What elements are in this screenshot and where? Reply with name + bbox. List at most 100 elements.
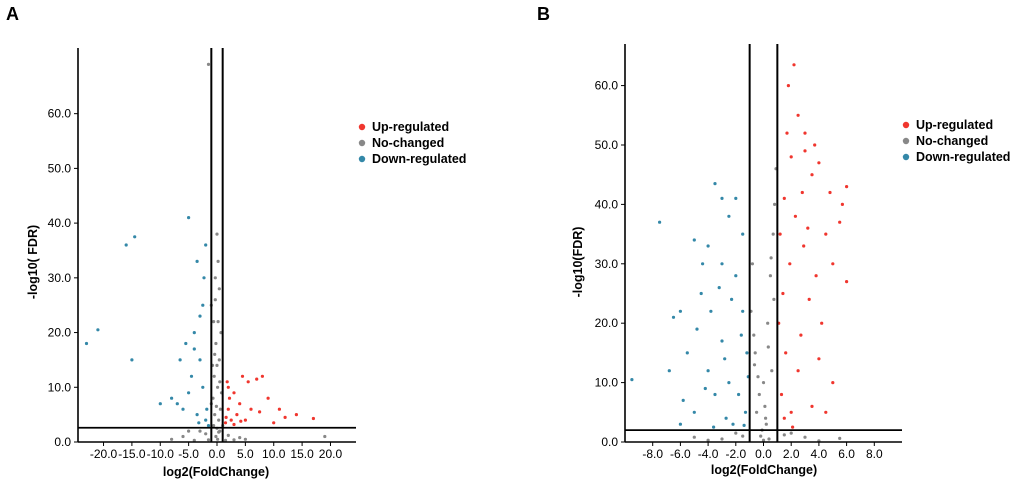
point-a-down-regulated-26 bbox=[197, 421, 201, 425]
point-b-no-changed-26 bbox=[756, 375, 760, 379]
legend-a-down-marker bbox=[358, 155, 366, 163]
point-a-down-regulated-3 bbox=[133, 235, 137, 239]
point-a-no-changed-43 bbox=[218, 380, 222, 384]
legend-a-up-marker bbox=[358, 123, 366, 131]
point-a-up-regulated-20 bbox=[283, 415, 287, 419]
point-a-up-regulated-12 bbox=[235, 413, 239, 417]
point-a-up-regulated-8 bbox=[294, 413, 298, 417]
point-b-up-regulated-30 bbox=[828, 190, 832, 195]
point-a-down-regulated-27 bbox=[178, 358, 182, 362]
point-a-up-regulated-2 bbox=[260, 374, 264, 378]
point-b-down-regulated-24 bbox=[731, 422, 735, 426]
point-a-up-regulated-4 bbox=[232, 391, 236, 395]
point-b-down-regulated-9 bbox=[671, 315, 676, 319]
plot-a-y-tick-label-1: 10.0 bbox=[48, 380, 72, 394]
point-a-up-regulated-24 bbox=[239, 419, 243, 423]
legend-b-none-label: No-changed bbox=[916, 134, 988, 148]
point-b-down-regulated-19 bbox=[630, 378, 634, 382]
point-b-down-regulated-33 bbox=[681, 398, 685, 402]
plot-a-axes bbox=[77, 48, 356, 443]
point-b-no-changed-22 bbox=[761, 438, 766, 442]
point-a-up-regulated-0 bbox=[240, 374, 245, 378]
point-b-down-regulated-8 bbox=[678, 309, 683, 313]
point-b-up-regulated-29 bbox=[779, 392, 784, 397]
point-a-down-regulated-24 bbox=[192, 347, 196, 351]
point-b-no-changed-33 bbox=[752, 363, 757, 367]
point-b-up-regulated-4 bbox=[817, 161, 821, 165]
plot-b-y-tick-label-6: 60.0 bbox=[595, 79, 619, 93]
point-b-no-changed-4 bbox=[771, 232, 775, 236]
point-b-up-regulated-22 bbox=[820, 321, 824, 325]
point-a-up-regulated-18 bbox=[243, 418, 247, 422]
point-b-no-changed-2 bbox=[766, 321, 770, 325]
point-a-up-regulated-17 bbox=[224, 415, 228, 419]
plot-a-x-tick-label-3: -5.0 bbox=[178, 447, 199, 461]
point-a-no-changed-10 bbox=[213, 413, 217, 417]
point-a-no-changed-37 bbox=[215, 363, 219, 367]
legend-b-down-marker bbox=[902, 153, 910, 161]
point-a-no-changed-42 bbox=[214, 404, 218, 408]
point-b-up-regulated-35 bbox=[799, 333, 803, 337]
point-b-no-changed-31 bbox=[838, 436, 842, 440]
point-b-down-regulated-20 bbox=[706, 369, 710, 373]
plot-b-y-axis-title: -log10(FDR) bbox=[571, 227, 585, 298]
point-a-up-regulated-16 bbox=[232, 422, 236, 427]
point-b-down-regulated-1 bbox=[720, 196, 724, 200]
legend-a-down-label: Down-regulated bbox=[372, 152, 466, 166]
point-b-no-changed-25 bbox=[763, 404, 767, 408]
point-b-up-regulated-38 bbox=[791, 425, 795, 429]
point-b-no-changed-5 bbox=[752, 333, 756, 337]
point-a-up-regulated-19 bbox=[258, 410, 262, 414]
point-b-down-regulated-4 bbox=[741, 232, 745, 236]
point-b-down-regulated-16 bbox=[713, 392, 717, 397]
point-b-up-regulated-32 bbox=[802, 244, 806, 248]
point-a-no-changed-38 bbox=[217, 287, 221, 291]
point-b-up-regulated-15 bbox=[831, 262, 835, 266]
legend-a-none-label: No-changed bbox=[372, 136, 444, 150]
point-b-up-regulated-12 bbox=[782, 196, 786, 200]
point-b-no-changed-8 bbox=[750, 262, 755, 266]
point-a-down-regulated-2 bbox=[124, 243, 128, 247]
point-a-no-changed-4 bbox=[214, 341, 218, 346]
point-a-down-regulated-1 bbox=[84, 341, 89, 346]
point-b-no-changed-34 bbox=[764, 416, 768, 420]
point-a-up-regulated-22 bbox=[227, 396, 232, 400]
point-a-no-changed-5 bbox=[217, 358, 221, 362]
point-a-no-changed-34 bbox=[187, 429, 191, 433]
point-b-up-regulated-0 bbox=[792, 63, 796, 67]
point-b-down-regulated-17 bbox=[692, 410, 696, 414]
point-b-down-regulated-3 bbox=[734, 196, 738, 200]
plot-a-x-tick-label-2: -10.0 bbox=[147, 447, 175, 461]
point-a-up-regulated-3 bbox=[246, 380, 250, 384]
point-a-no-changed-24 bbox=[213, 298, 217, 302]
point-b-no-changed-7 bbox=[764, 422, 768, 426]
point-b-down-regulated-0 bbox=[713, 182, 717, 186]
point-b-up-regulated-8 bbox=[840, 202, 845, 206]
point-b-no-changed-30 bbox=[692, 435, 696, 439]
point-a-no-changed-33 bbox=[238, 436, 242, 440]
point-b-down-regulated-13 bbox=[741, 309, 745, 313]
point-a-no-changed-21 bbox=[323, 434, 327, 439]
point-b-down-regulated-18 bbox=[678, 422, 683, 426]
point-a-no-changed-1 bbox=[215, 232, 219, 236]
point-a-down-regulated-23 bbox=[202, 276, 206, 280]
plot-a-x-tick-label-8: 20.0 bbox=[319, 447, 343, 461]
point-a-up-regulated-21 bbox=[272, 421, 276, 425]
point-a-down-regulated-9 bbox=[195, 259, 199, 263]
point-b-down-regulated-12 bbox=[734, 274, 738, 278]
point-b-up-regulated-19 bbox=[781, 291, 785, 296]
point-b-down-regulated-39 bbox=[701, 262, 705, 266]
point-b-no-changed-3 bbox=[768, 274, 773, 278]
point-b-down-regulated-32 bbox=[703, 386, 707, 391]
plot-b-y-tick-label-1: 10.0 bbox=[595, 376, 619, 390]
point-a-down-regulated-5 bbox=[130, 358, 134, 362]
point-b-up-regulated-33 bbox=[785, 131, 789, 135]
point-b-up-regulated-21 bbox=[806, 226, 810, 230]
point-b-no-changed-19 bbox=[789, 431, 793, 435]
plot-a-points bbox=[84, 62, 327, 442]
point-b-no-changed-32 bbox=[769, 256, 773, 260]
point-b-up-regulated-27 bbox=[824, 410, 828, 414]
point-a-no-changed-32 bbox=[198, 429, 202, 433]
point-a-up-regulated-11 bbox=[238, 402, 242, 406]
